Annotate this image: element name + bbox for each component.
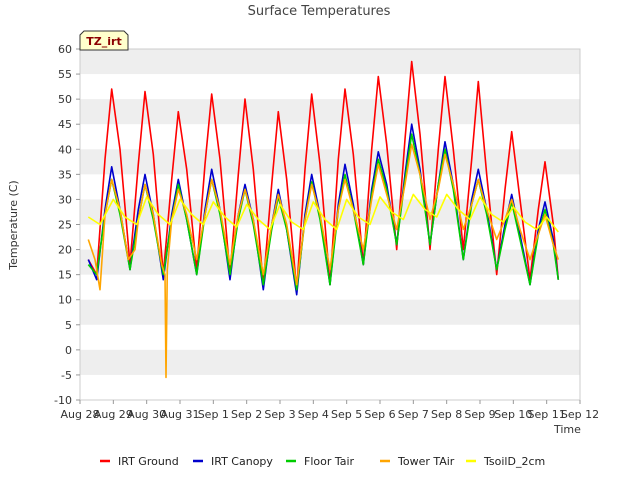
y-tick-label: 20 [58,244,72,257]
grid-band [80,149,580,175]
y-axis-title: Temperature (C) [7,180,20,270]
y-tick-label: 0 [65,344,72,357]
grid-band [80,299,580,325]
x-tick-label: Sep 12 [561,408,599,421]
x-tick-label: Sep 4 [298,408,329,421]
grid-band [80,49,580,75]
x-tick-label: Sep 9 [464,408,495,421]
annotation-badge: TZ_irt [79,30,129,51]
legend-label: IRT Ground [118,455,179,468]
x-tick-label: Sep 2 [231,408,262,421]
y-tick-label: 25 [58,219,72,232]
x-tick-label: Aug 29 [94,408,133,421]
y-tick-label: -5 [61,369,72,382]
x-axis-title: Time [553,423,581,436]
legend-label: TsoilD_2cm [483,455,545,468]
x-tick-label: Sep 5 [331,408,362,421]
y-tick-label: 35 [58,168,72,181]
plot-background-bands [80,49,580,375]
legend: IRT Ground IRT Canopy Floor Tair Tower TAir… [100,455,545,468]
grid-band [80,199,580,225]
x-tick-label: Sep 7 [398,408,429,421]
legend-label: Floor Tair [304,455,355,468]
x-tick-label: Sep 8 [431,408,462,421]
series-line-tsoild-2cm [87,193,559,233]
x-tick-label: Sep 1 [198,408,229,421]
chart-title: Surface Temperatures [248,4,391,19]
y-axis-ticks: -10 -5 0 5 10 15 20 25 30 35 40 45 50 55 60 [54,43,80,407]
y-tick-label: 55 [58,68,72,81]
y-tick-label: 45 [58,118,72,131]
y-tick-label: 50 [58,93,72,106]
y-tick-label: 10 [58,294,72,307]
legend-label: IRT Canopy [211,455,273,468]
y-tick-label: 30 [58,193,72,206]
y-tick-label: 60 [58,43,72,56]
grid-band [80,349,580,375]
grid-band [80,249,580,275]
y-tick-label: 5 [65,319,72,332]
x-tick-label: Sep 10 [494,408,532,421]
y-tick-label: 40 [58,143,72,156]
annotation-label: TZ_irt [86,35,121,48]
x-tick-label: Aug 31 [161,408,200,421]
x-tick-label: Aug 30 [127,408,166,421]
x-tick-label: Sep 11 [528,408,566,421]
y-tick-label: -10 [54,394,72,407]
x-tick-label: Sep 3 [264,408,295,421]
series-line-tower-tair [87,143,560,379]
series-lines [87,60,560,379]
y-tick-label: 15 [58,269,72,282]
grid-band [80,99,580,125]
x-tick-label: Aug 28 [61,408,100,421]
series-line-irt-ground [87,60,560,291]
legend-label: Tower TAir [397,455,455,468]
x-tick-label: Sep 6 [364,408,395,421]
